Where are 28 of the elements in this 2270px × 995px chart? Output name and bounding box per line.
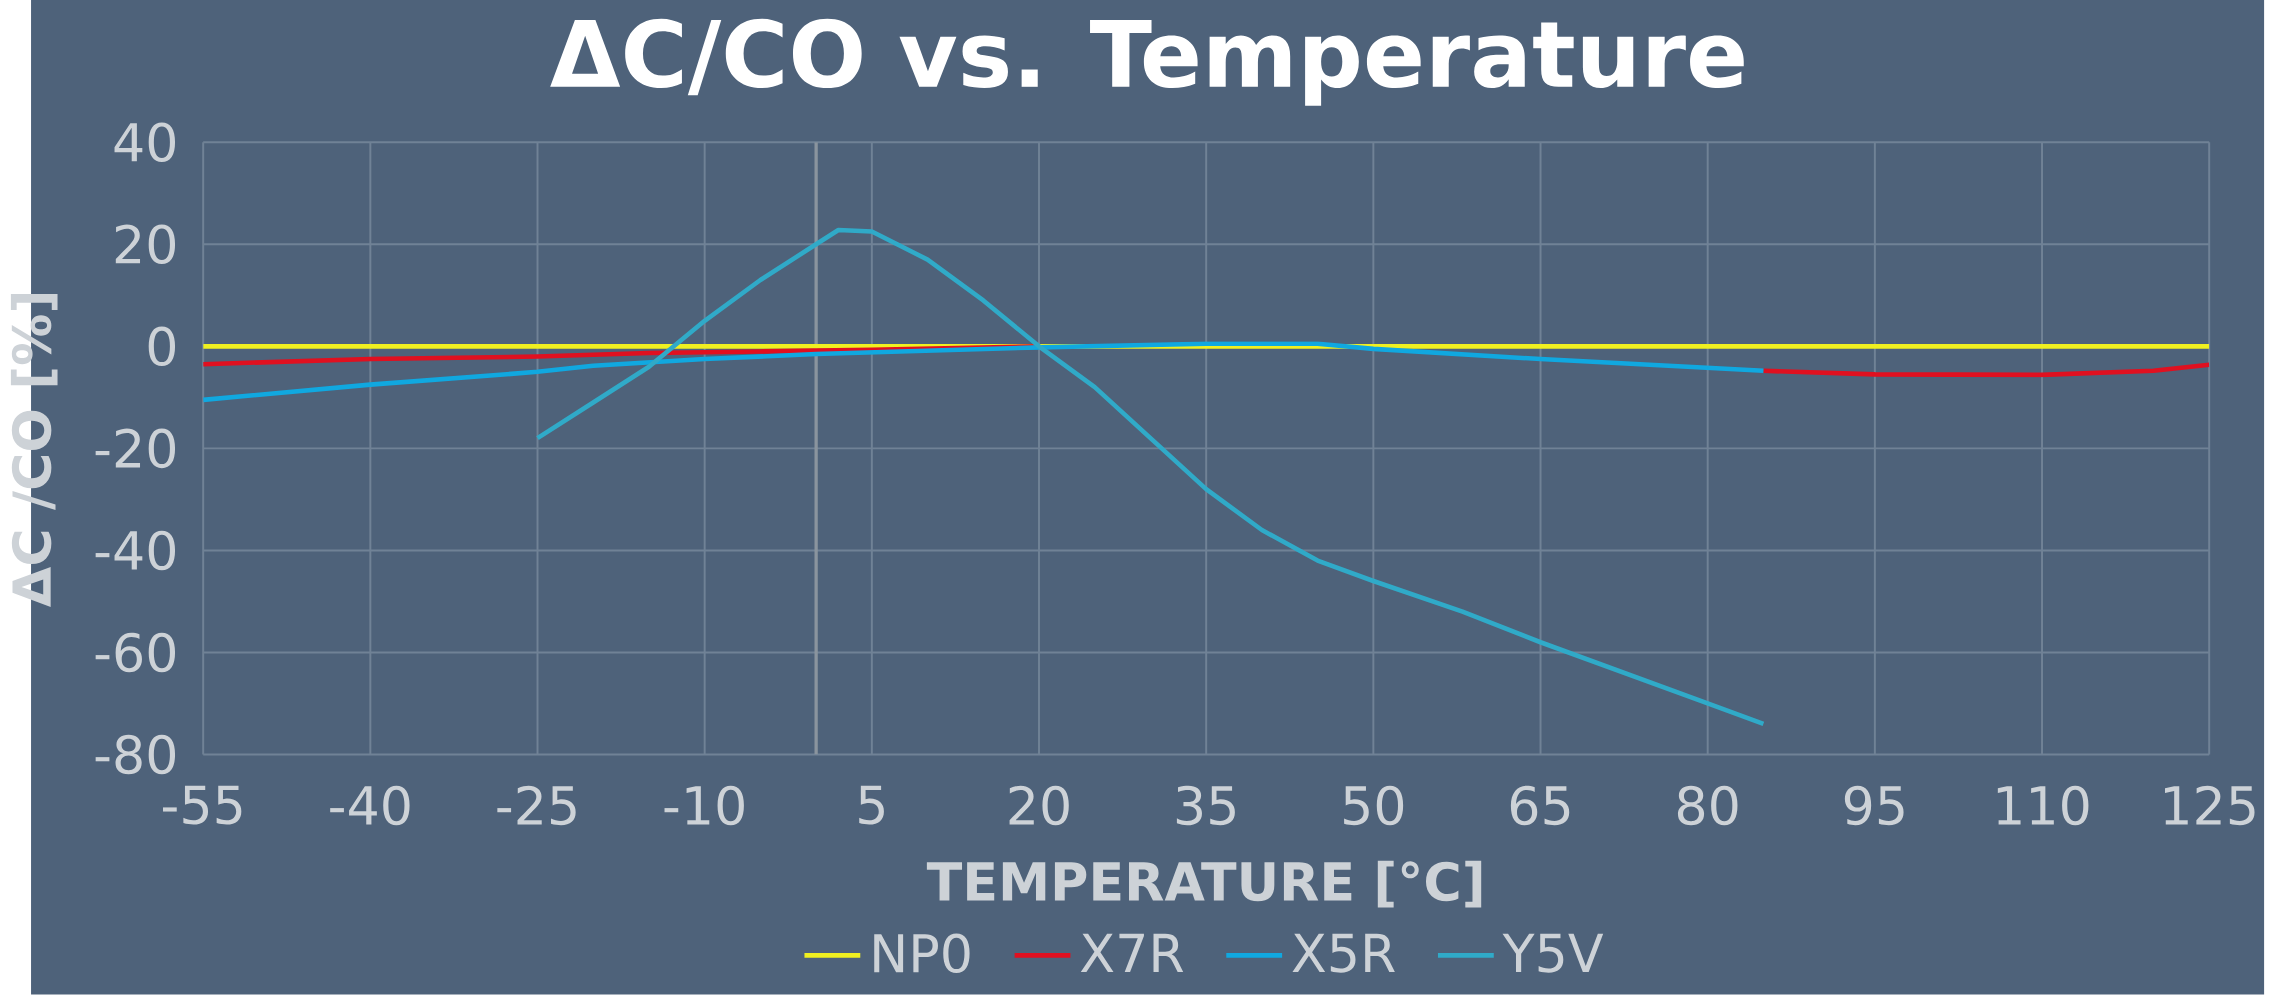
legend-label: NP0 — [874, 933, 970, 974]
x-tick-label: 65 — [1510, 785, 1570, 826]
x-tick-label: -25 — [497, 785, 576, 826]
y-tick-label: -80 — [95, 734, 176, 775]
x-tick-label: 35 — [1176, 785, 1235, 826]
y-tick-label: -40 — [95, 530, 176, 571]
legend-label: X5R — [1292, 934, 1395, 973]
x-tick-label: 20 — [1009, 785, 1069, 826]
x-tick-label: 80 — [1677, 785, 1738, 826]
legend-label: Y5V — [1502, 934, 1604, 973]
y-tick-label: 20 — [115, 224, 176, 265]
x-tick-label: -55 — [163, 785, 242, 825]
chart-title: ΔC/CO vs. Temperature — [550, 19, 1744, 107]
legend-label: X7R — [1080, 934, 1184, 973]
x-tick-label: 50 — [1344, 785, 1404, 826]
x-tick-label: -10 — [664, 785, 744, 826]
x-tick-label: 95 — [1844, 785, 1904, 826]
x-tick-label: 110 — [1997, 785, 2089, 826]
x-tick-label: 125 — [2165, 785, 2255, 826]
y-tick-label: -60 — [95, 632, 176, 673]
y-tick-label: -20 — [95, 428, 176, 469]
y-tick-label: 40 — [114, 122, 176, 163]
x-tick-label: 5 — [859, 785, 884, 825]
x-axis-title: TEMPERATURE [°C] — [926, 861, 1482, 908]
y-tick-label: 0 — [148, 326, 176, 367]
y-axis-title: ΔC /CO [%] — [10, 294, 58, 608]
line-series — [203, 341, 1766, 403]
x-tick-label: -40 — [330, 785, 410, 826]
